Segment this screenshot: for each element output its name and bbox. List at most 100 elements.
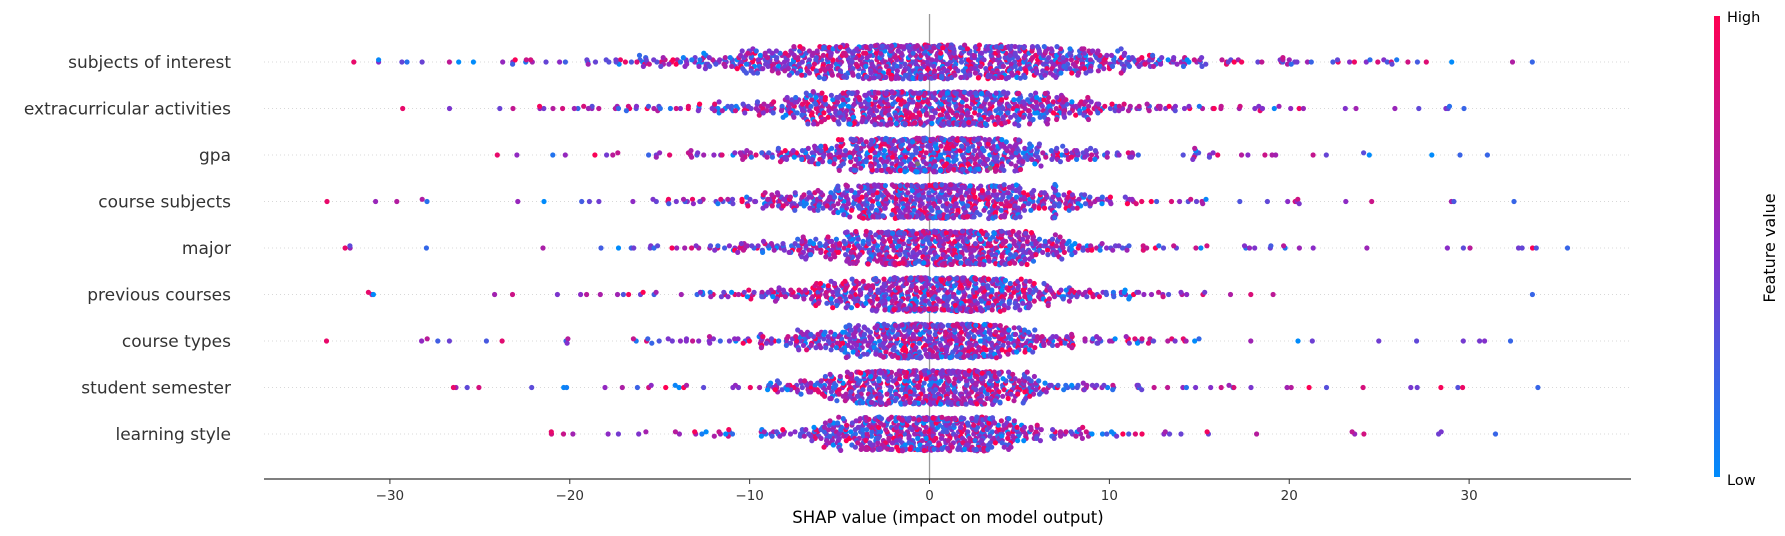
data-point (908, 194, 914, 200)
data-point (1193, 198, 1200, 205)
data-point (964, 103, 970, 109)
data-point (1033, 252, 1039, 258)
data-point (1136, 289, 1142, 295)
data-point (1021, 45, 1027, 51)
data-point (1006, 184, 1012, 190)
data-point (1088, 145, 1094, 151)
data-point (951, 159, 957, 165)
data-point (894, 63, 900, 69)
data-point (650, 196, 656, 202)
data-point (701, 50, 707, 56)
data-point (961, 89, 968, 95)
data-point (1088, 99, 1094, 105)
data-point (394, 198, 400, 205)
data-point (923, 44, 929, 50)
data-point (868, 70, 874, 76)
data-point (1074, 156, 1080, 162)
data-point (1069, 252, 1075, 258)
data-point (1045, 252, 1051, 258)
data-point (640, 63, 647, 69)
data-point (967, 72, 973, 78)
data-point (615, 150, 621, 156)
data-point (1063, 148, 1069, 154)
data-point (1021, 207, 1028, 213)
data-point (930, 114, 936, 120)
data-point (902, 249, 908, 255)
data-point (1156, 289, 1162, 295)
data-point (875, 287, 881, 293)
data-point (670, 57, 676, 63)
data-point (494, 152, 500, 158)
data-point (958, 114, 964, 120)
data-point (895, 97, 901, 103)
data-point (769, 154, 776, 160)
data-point (643, 57, 649, 63)
data-point (1028, 207, 1034, 213)
data-point (742, 110, 748, 116)
data-point (854, 63, 861, 69)
data-point (1044, 66, 1050, 72)
data-point (828, 296, 834, 302)
data-point (868, 205, 875, 211)
data-point (497, 105, 503, 112)
data-point (446, 59, 452, 65)
data-point (844, 229, 850, 235)
data-point (993, 108, 999, 114)
data-point (840, 50, 847, 56)
data-point (1031, 298, 1037, 304)
data-point (851, 167, 858, 173)
data-point (847, 260, 853, 266)
data-point (923, 150, 929, 156)
data-point (1036, 236, 1043, 242)
data-point (862, 92, 868, 98)
data-point (689, 196, 696, 202)
data-point (916, 90, 922, 96)
data-point (830, 97, 836, 103)
data-point (803, 90, 809, 96)
data-point (1068, 294, 1074, 300)
data-point (615, 105, 622, 112)
data-point (1042, 90, 1048, 97)
data-point (1054, 94, 1060, 101)
data-point (1125, 108, 1132, 114)
data-point (1017, 307, 1023, 313)
data-point (954, 120, 960, 126)
data-point (746, 287, 752, 293)
data-point (1013, 252, 1019, 258)
data-point (831, 116, 837, 123)
data-point (1027, 121, 1033, 127)
data-point (1095, 48, 1101, 54)
data-point (988, 92, 994, 98)
data-point (1296, 105, 1302, 112)
data-point (929, 120, 935, 126)
data-point (1038, 163, 1044, 169)
data-point (1061, 114, 1068, 120)
data-point (1003, 139, 1009, 145)
data-point (800, 108, 806, 114)
data-point (1046, 296, 1052, 302)
data-point (1109, 63, 1116, 69)
data-point (1069, 70, 1075, 76)
data-point (1058, 70, 1064, 76)
data-point (805, 145, 811, 151)
data-point (863, 50, 869, 56)
data-point (695, 108, 701, 114)
data-point (897, 252, 903, 258)
data-point (581, 103, 587, 109)
data-point (1139, 55, 1145, 61)
data-point (1027, 278, 1033, 284)
data-point (702, 66, 709, 72)
data-point (771, 247, 777, 253)
data-point (909, 187, 915, 194)
data-point (1047, 287, 1054, 293)
data-point (1116, 152, 1122, 158)
data-point (470, 59, 476, 65)
data-point (1285, 198, 1291, 205)
data-point (1237, 103, 1243, 109)
data-point (893, 114, 900, 120)
data-point (673, 105, 679, 112)
data-point (1116, 243, 1122, 249)
data-point (1057, 159, 1063, 165)
data-point (541, 198, 547, 205)
data-point (777, 159, 784, 165)
